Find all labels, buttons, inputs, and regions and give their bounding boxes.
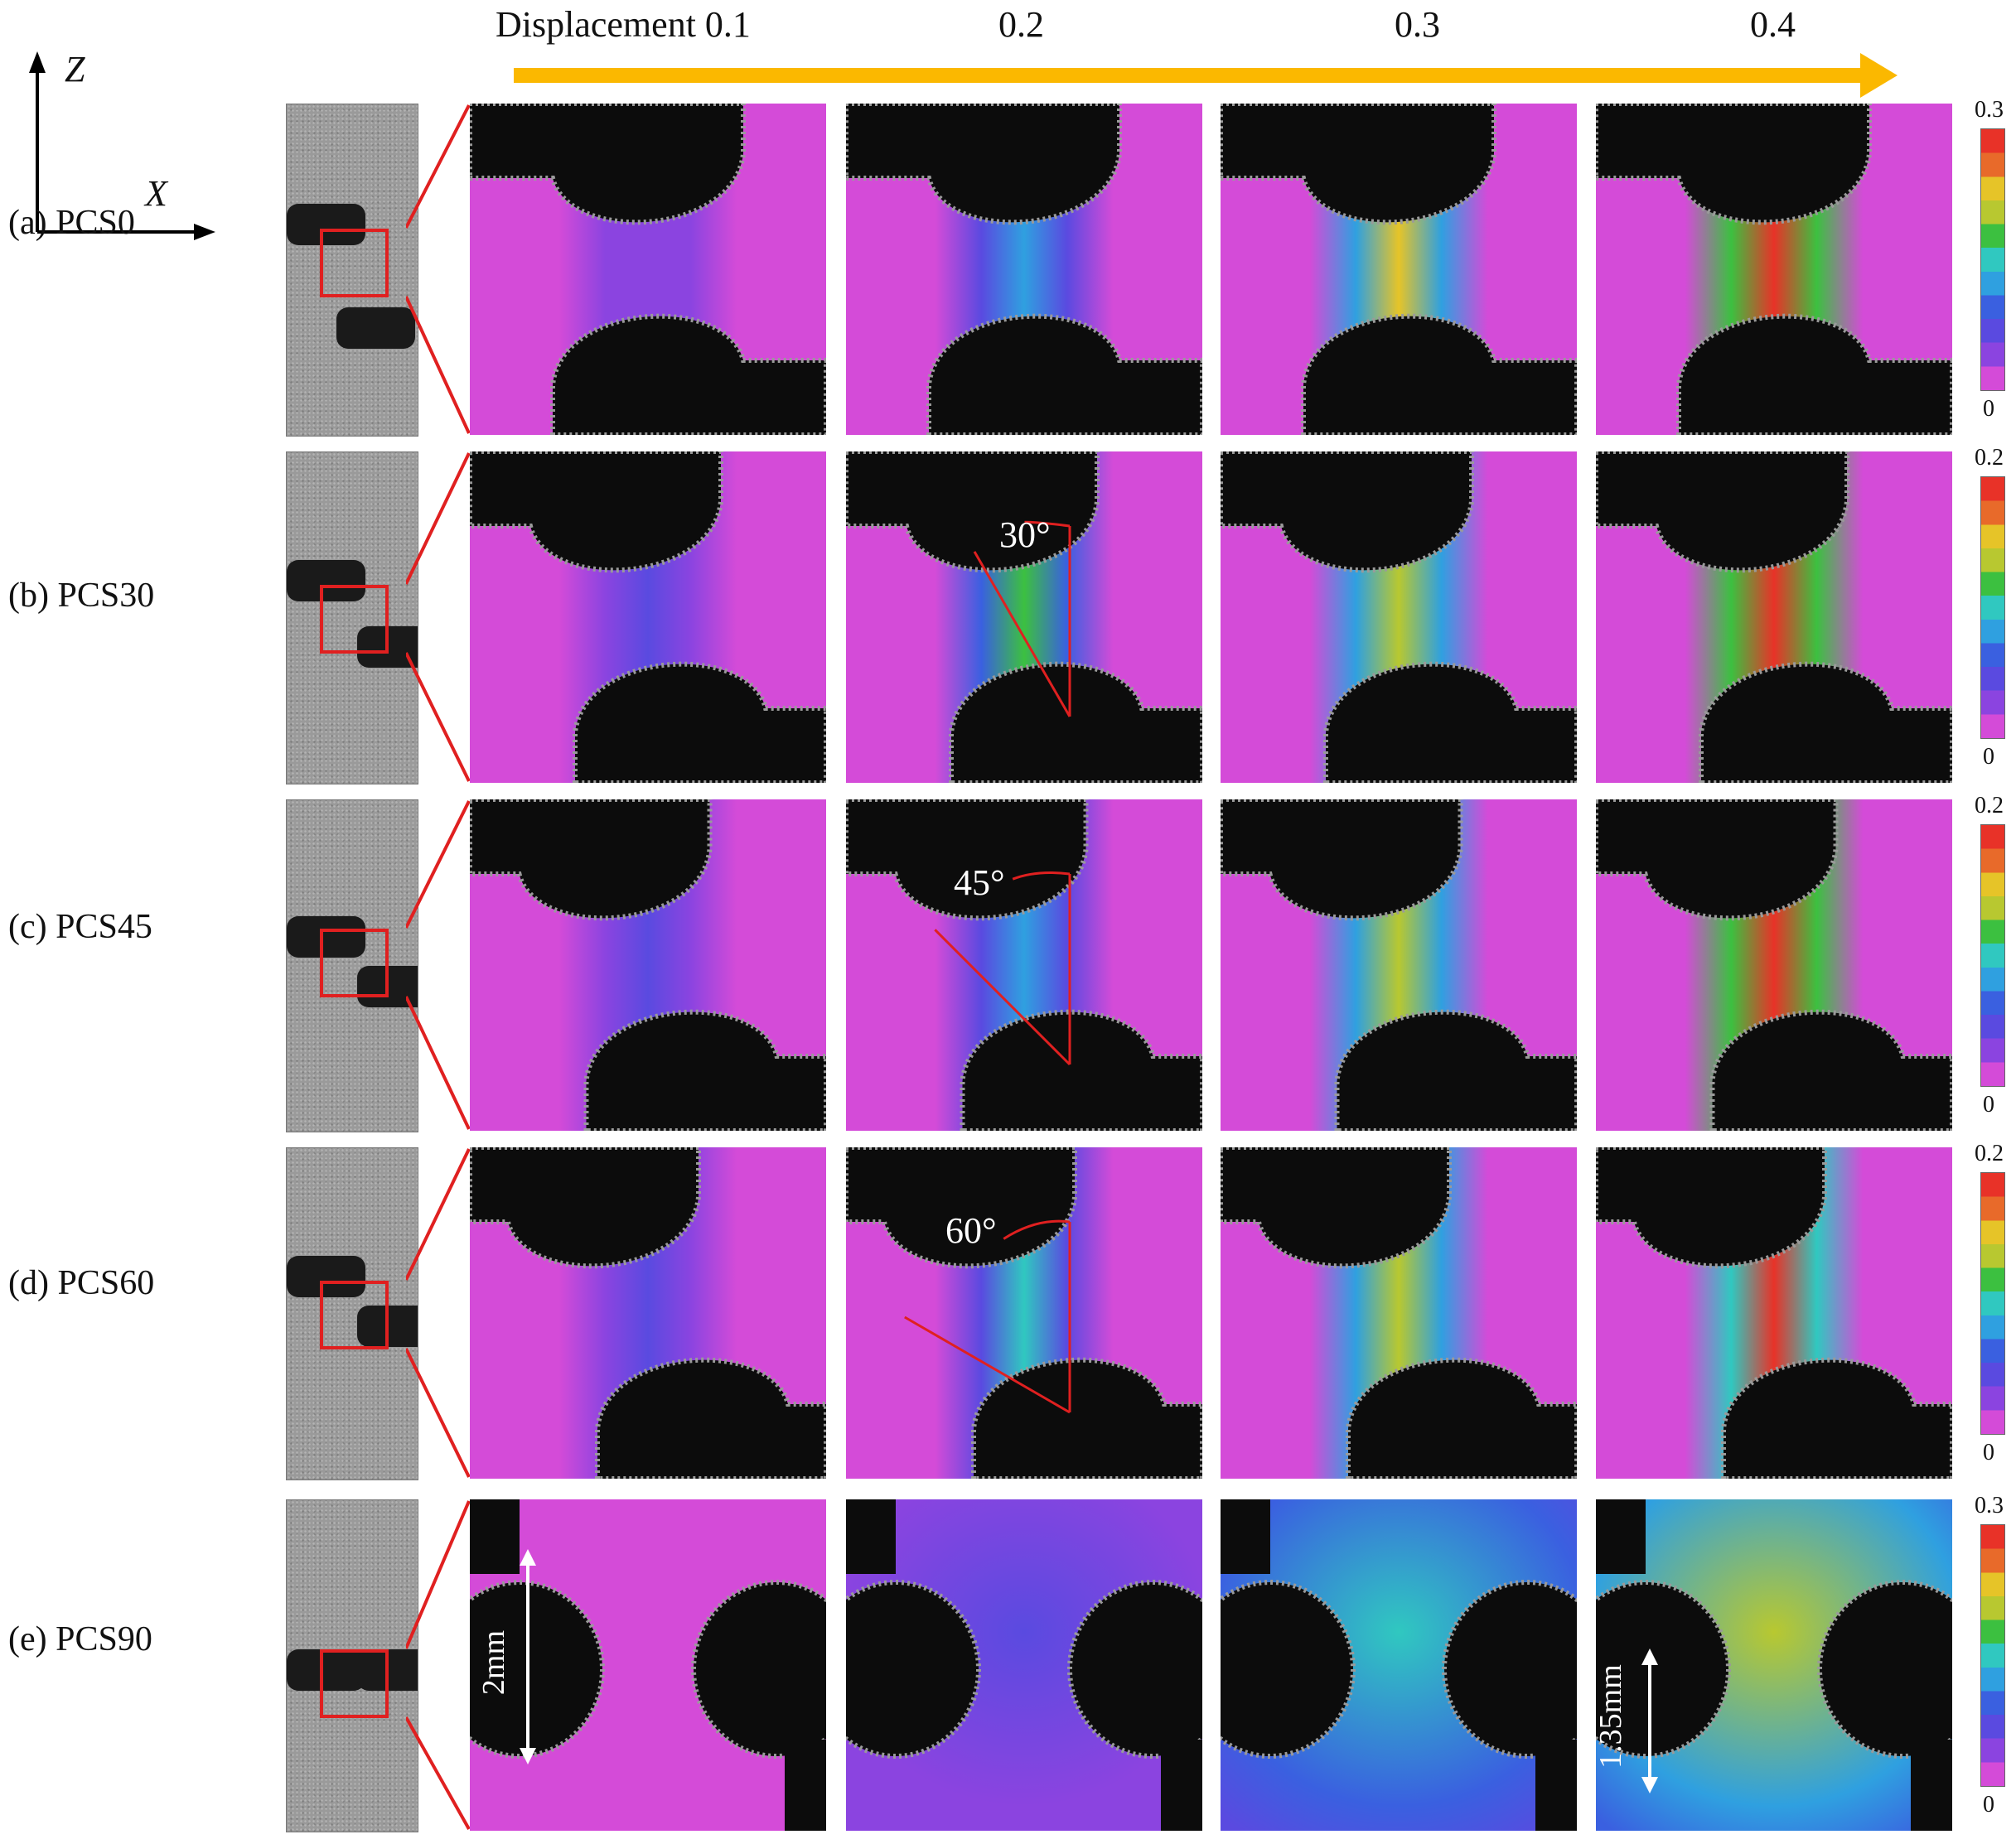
- specimen-thumbnail: [286, 1499, 418, 1832]
- strain-field: [846, 1499, 1202, 1831]
- strain-field: [470, 799, 826, 1131]
- strain-map-panel: [846, 1147, 1202, 1479]
- strain-field: [846, 104, 1202, 435]
- strain-field: [470, 451, 826, 783]
- zoom-lines: [406, 1148, 471, 1478]
- strain-field: [1596, 451, 1952, 783]
- z-axis-label: Z: [65, 49, 85, 89]
- colorbar-min-label: 0: [1983, 1440, 1994, 1465]
- row-label: (e) PCS90: [8, 1620, 152, 1658]
- colorbar-max-label: 0.2: [1975, 1141, 2004, 1166]
- strain-field: [1221, 799, 1577, 1131]
- strain-map-panel: [470, 104, 826, 435]
- zoom-region-box: [320, 1281, 389, 1349]
- colorbar-max-label: 0.2: [1975, 445, 2004, 471]
- angle-label: 30°: [999, 514, 1051, 555]
- strain-map-panel: [1596, 451, 1952, 783]
- strain-map-panel: [470, 451, 826, 783]
- strain-field: [1596, 1499, 1952, 1831]
- displacement-step-3: 0.3: [1395, 4, 1440, 45]
- colorbar: [1980, 128, 2005, 391]
- strain-field: [1221, 104, 1577, 435]
- strain-field: [470, 1147, 826, 1479]
- angle-indicator: [934, 871, 1071, 1066]
- notch-shape: [287, 916, 365, 958]
- specimen-thumbnail: [286, 104, 418, 437]
- colorbar-max-label: 0.2: [1975, 793, 2004, 818]
- strain-map-panel: [846, 799, 1202, 1131]
- strain-map-panel: [1596, 799, 1952, 1131]
- displacement-step-1: 0.1: [704, 4, 751, 45]
- strain-field: [1221, 1499, 1577, 1831]
- colorbar-max-label: 0.3: [1975, 97, 2004, 123]
- colorbar-min-label: 0: [1983, 1792, 1994, 1817]
- zoom-lines: [406, 1500, 471, 1830]
- strain-map-panel: [1596, 104, 1952, 435]
- strain-field: [1221, 1147, 1577, 1479]
- dimension-arrow-2mm: [520, 1549, 536, 1764]
- strain-field: [1221, 451, 1577, 783]
- strain-map-panel: [846, 451, 1202, 783]
- displacement-prefix: Displacement: [496, 4, 696, 45]
- dimension-label-1-35mm: 1.35mm: [1593, 1664, 1628, 1769]
- strain-map-panel: [1596, 1147, 1952, 1479]
- strain-map-panel: [1596, 1499, 1952, 1831]
- strain-field: [1596, 1147, 1952, 1479]
- notch-shape: [336, 307, 415, 349]
- zoom-region-box: [320, 229, 389, 297]
- strain-map-panel: [1221, 799, 1577, 1131]
- colorbar: [1980, 824, 2005, 1087]
- zoom-region-box: [320, 929, 389, 997]
- notch-shape: [287, 560, 365, 601]
- strain-map-panel: [846, 104, 1202, 435]
- colorbar: [1980, 1172, 2005, 1435]
- displacement-label: Displacement 0.1: [496, 3, 751, 46]
- colorbar-min-label: 0: [1983, 744, 1994, 770]
- strain-map-panel: [1221, 104, 1577, 435]
- strain-field: [846, 799, 1202, 1131]
- colorbar-min-label: 0: [1983, 396, 1994, 422]
- notch-shape: [287, 1256, 365, 1297]
- row-label: (c) PCS45: [8, 908, 152, 946]
- colorbar: [1980, 476, 2005, 739]
- notch-shape: [287, 1649, 365, 1691]
- x-axis-label: X: [145, 173, 167, 214]
- strain-map-panel: [846, 1499, 1202, 1831]
- angle-indicator: [904, 1219, 1071, 1414]
- dimension-arrow-1-35mm: [1641, 1648, 1658, 1793]
- strain-map-panel: [470, 799, 826, 1131]
- strain-map-panel: [470, 1147, 826, 1479]
- notch-shape: [287, 204, 365, 245]
- row-label: (a) PCS0: [8, 204, 135, 242]
- dimension-label-2mm: 2mm: [476, 1629, 512, 1696]
- strain-field: [1596, 799, 1952, 1131]
- specimen-thumbnail: [286, 1147, 418, 1480]
- strain-map-panel: [1221, 1147, 1577, 1479]
- colorbar-max-label: 0.3: [1975, 1493, 2004, 1518]
- specimen-thumbnail: [286, 451, 418, 784]
- displacement-arrow: [514, 53, 1898, 98]
- row-label: (d) PCS60: [8, 1264, 155, 1302]
- zoom-lines: [406, 800, 471, 1130]
- angle-indicator: [973, 520, 1071, 717]
- strain-field: [846, 451, 1202, 783]
- strain-map-panel: [1221, 451, 1577, 783]
- specimen-thumbnail: [286, 799, 418, 1132]
- angle-label: 60°: [945, 1210, 997, 1251]
- angle-label: 45°: [954, 862, 1005, 903]
- zoom-region-box: [320, 1649, 389, 1718]
- zoom-region-box: [320, 585, 389, 654]
- colorbar: [1980, 1524, 2005, 1787]
- colorbar-min-label: 0: [1983, 1092, 1994, 1118]
- strain-field: [1596, 104, 1952, 435]
- displacement-step-4: 0.4: [1750, 4, 1796, 45]
- zoom-lines: [406, 452, 471, 782]
- row-label: (b) PCS30: [8, 577, 155, 615]
- zoom-lines: [406, 104, 471, 434]
- strain-field: [470, 104, 826, 435]
- strain-map-panel: [1221, 1499, 1577, 1831]
- axes-indicator: [29, 51, 215, 240]
- displacement-step-2: 0.2: [998, 4, 1044, 45]
